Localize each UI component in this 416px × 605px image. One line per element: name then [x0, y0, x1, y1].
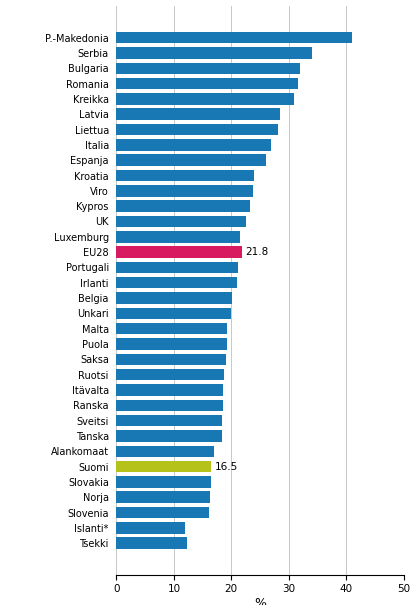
Bar: [116, 430, 222, 442]
Bar: [116, 353, 226, 365]
Bar: [116, 47, 312, 59]
Bar: [116, 461, 211, 473]
Bar: [116, 231, 240, 243]
Bar: [116, 399, 223, 411]
X-axis label: %: %: [254, 597, 266, 605]
Bar: [116, 415, 222, 427]
Bar: [116, 522, 186, 534]
Bar: [116, 292, 233, 304]
Bar: [116, 246, 242, 258]
Bar: [116, 62, 300, 74]
Bar: [116, 445, 214, 457]
Bar: [116, 476, 211, 488]
Text: 16.5: 16.5: [215, 462, 238, 471]
Bar: [116, 338, 227, 350]
Bar: [116, 139, 271, 151]
Bar: [116, 32, 352, 44]
Bar: [116, 262, 238, 273]
Bar: [116, 200, 250, 212]
Bar: [116, 124, 278, 136]
Bar: [116, 384, 223, 396]
Bar: [116, 307, 231, 319]
Bar: [116, 185, 253, 197]
Bar: [116, 108, 280, 120]
Bar: [116, 170, 254, 182]
Bar: [116, 93, 295, 105]
Bar: [116, 78, 298, 90]
Bar: [116, 154, 266, 166]
Text: 21.8: 21.8: [245, 247, 268, 257]
Bar: [116, 491, 210, 503]
Bar: [116, 216, 245, 227]
Bar: [116, 507, 210, 518]
Bar: [116, 323, 227, 335]
Bar: [116, 369, 224, 381]
Bar: [116, 277, 237, 289]
Bar: [116, 537, 186, 549]
